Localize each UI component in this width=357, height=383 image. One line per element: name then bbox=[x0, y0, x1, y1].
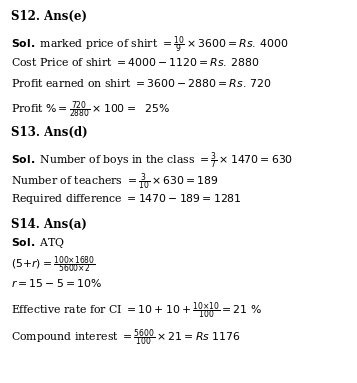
Text: Required difference $= 1470 - 189 = 1281$: Required difference $= 1470 - 189 = 1281… bbox=[11, 192, 242, 206]
Text: S13. Ans(d): S13. Ans(d) bbox=[11, 126, 87, 139]
Text: $\mathbf{Sol.}$ marked price of shirt $=\frac{10}{9}\times 3600 = \mathit{Rs}.\,: $\mathbf{Sol.}$ marked price of shirt $=… bbox=[11, 34, 288, 56]
Text: Profit earned on shirt $= 3600 - 2880 = \mathit{Rs}.\,720$: Profit earned on shirt $= 3600 - 2880 = … bbox=[11, 77, 271, 88]
Text: S14. Ans(a): S14. Ans(a) bbox=[11, 218, 87, 231]
Text: Cost Price of shirt $= 4000 - 1120 = \mathit{Rs}.\,2880$: Cost Price of shirt $= 4000 - 1120 = \ma… bbox=[11, 56, 259, 67]
Text: $\mathbf{Sol.}$ ATQ: $\mathbf{Sol.}$ ATQ bbox=[11, 236, 65, 250]
Text: $(5{+}r) = \frac{100{\times}1680}{5600{\times}2}$: $(5{+}r) = \frac{100{\times}1680}{5600{\… bbox=[11, 255, 95, 276]
Text: Profit $\% = \frac{720}{2880}\times 100 =\ \ 25\%$: Profit $\% = \frac{720}{2880}\times 100 … bbox=[11, 100, 170, 121]
Text: Compound interest $= \frac{5600}{100}\times 21 = \mathit{Rs}\ 1176$: Compound interest $= \frac{5600}{100}\ti… bbox=[11, 327, 240, 349]
Text: Number of teachers $=\frac{3}{10}\times 630 = 189$: Number of teachers $=\frac{3}{10}\times … bbox=[11, 171, 218, 193]
Text: Effective rate for CI $= 10 + 10 + \frac{10{\times}10}{100} = 21\ \%$: Effective rate for CI $= 10 + 10 + \frac… bbox=[11, 301, 262, 322]
Text: S12. Ans(e): S12. Ans(e) bbox=[11, 10, 87, 23]
Text: $\mathbf{Sol.}$ Number of boys in the class $=\frac{3}{7}\times 1470 = 630$: $\mathbf{Sol.}$ Number of boys in the cl… bbox=[11, 150, 293, 172]
Text: $r = 15 - 5 = 10\%$: $r = 15 - 5 = 10\%$ bbox=[11, 277, 102, 288]
